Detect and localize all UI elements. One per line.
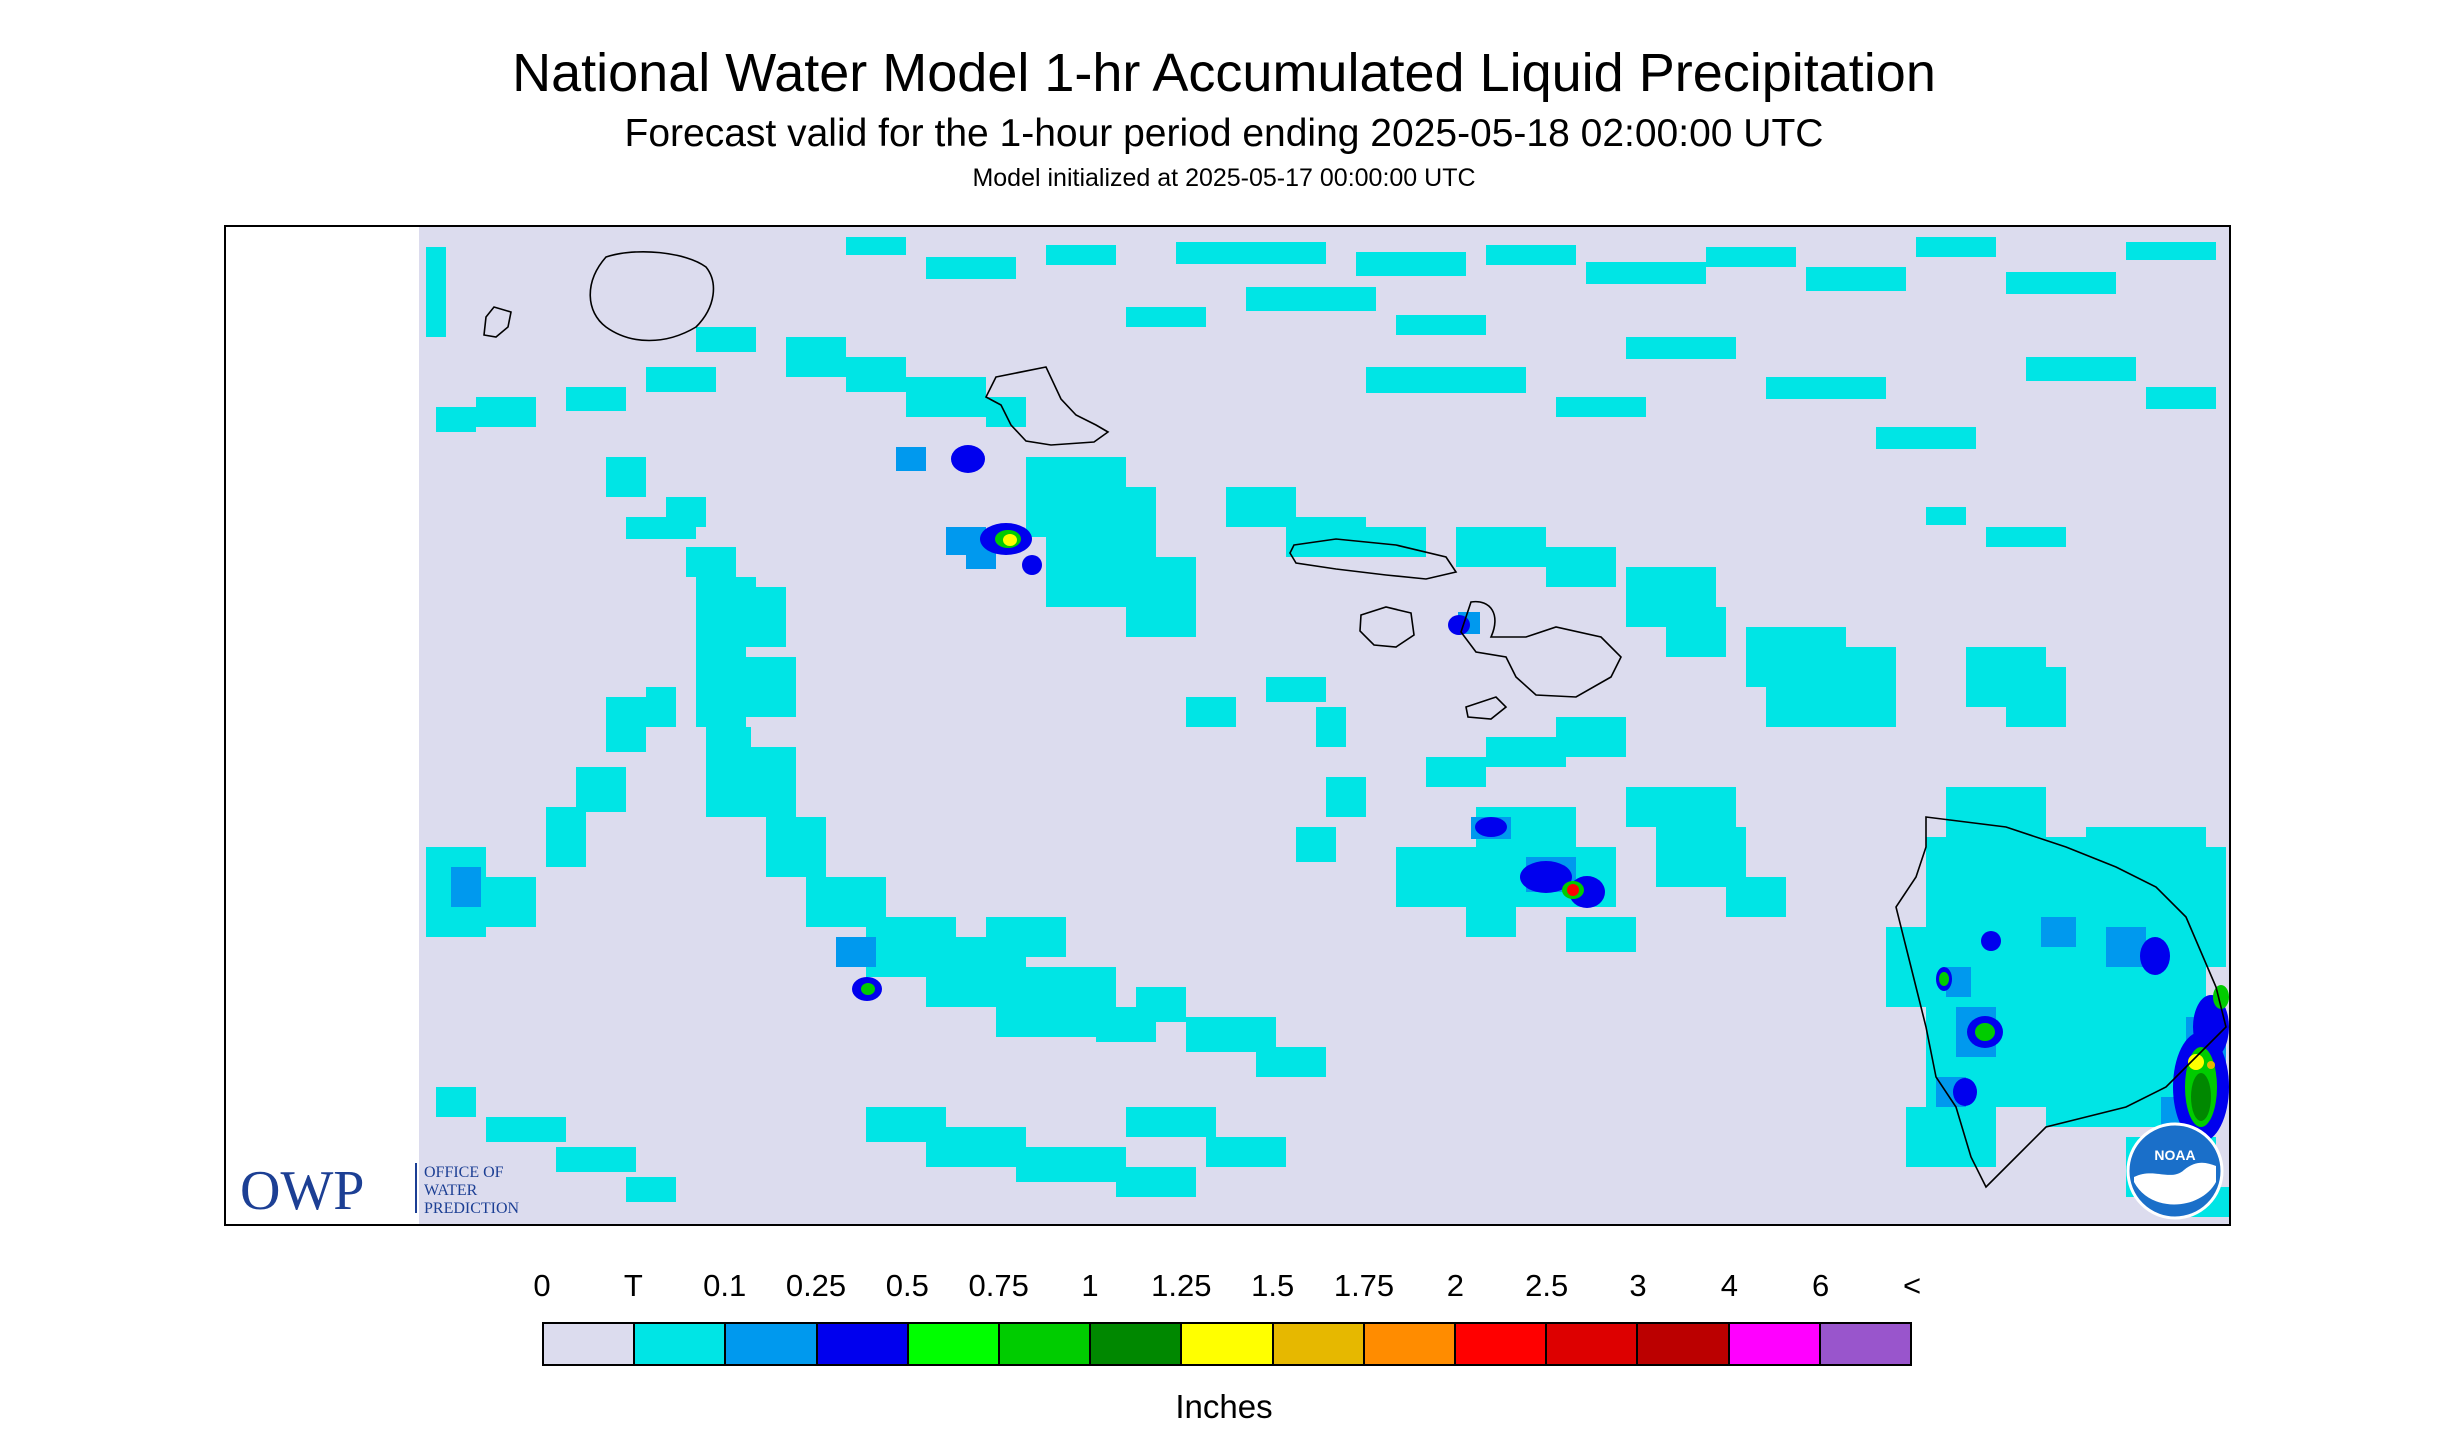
legend-swatch: [1729, 1324, 1821, 1364]
kahoolawe-outline: [1465, 696, 1508, 720]
legend-tick-label: 0.75: [968, 1268, 1029, 1303]
niihau-outline: [483, 306, 512, 338]
coastline-outlines: [483, 251, 2227, 1189]
legend-swatch: [1364, 1324, 1457, 1364]
owp-logo-text: OWP: [240, 1160, 364, 1217]
legend-swatch: [726, 1324, 818, 1364]
maui-outline: [1460, 600, 1622, 698]
noaa-logo-text: NOAA: [2154, 1147, 2195, 1163]
legend-swatch: [1000, 1324, 1092, 1364]
legend-swatch: [1820, 1324, 1911, 1364]
model-init-line: Model initialized at 2025-05-17 00:00:00…: [972, 164, 1476, 192]
legend-tick-label: 2: [1446, 1268, 1464, 1303]
owp-logo: OWP OFFICE OF WATER PREDICTION: [240, 1160, 520, 1217]
legend-swatch: [908, 1324, 1001, 1364]
legend-swatch: [1273, 1324, 1365, 1364]
legend-tick-label: 6: [1812, 1268, 1830, 1303]
legend-tick-label: 1: [1081, 1268, 1099, 1303]
legend-colorbar: [542, 1322, 1912, 1366]
chart-subtitle: Forecast valid for the 1-hour period end…: [624, 112, 1824, 155]
legend-tick-label: 1.5: [1251, 1268, 1295, 1303]
legend-tick-label: 0.25: [785, 1268, 847, 1303]
lanai-outline: [1359, 606, 1415, 648]
legend-tick-label: 2.5: [1525, 1268, 1569, 1303]
hawaii-outline: [1895, 816, 2227, 1189]
noaa-logo: NOAA: [2126, 1122, 2224, 1220]
precipitation-map: [419, 227, 2229, 1224]
map-panel: OWP OFFICE OF WATER PREDICTION NOAA: [224, 225, 2231, 1226]
legend-swatch: [1638, 1324, 1730, 1364]
legend-swatch: [1091, 1324, 1183, 1364]
kauai-outline: [589, 251, 715, 342]
legend-tick-label: T: [623, 1268, 643, 1303]
legend-swatch: [1182, 1324, 1274, 1364]
chart-title: National Water Model 1-hr Accumulated Li…: [512, 43, 1936, 103]
legend-tick-label: 1.25: [1151, 1268, 1212, 1303]
legend-tick-label: 0.5: [885, 1268, 929, 1303]
legend-tick-label: 4: [1720, 1268, 1738, 1303]
owp-line-2: WATER: [424, 1182, 478, 1199]
legend-swatch: [1456, 1324, 1548, 1364]
legend-swatch: [635, 1324, 727, 1364]
legend-swatch: [1547, 1324, 1639, 1364]
legend-unit-label: Inches: [1175, 1388, 1273, 1425]
oahu-outline: [984, 366, 1110, 446]
owp-line-1: OFFICE OF: [424, 1164, 504, 1181]
legend-tick-label: 0.1: [703, 1268, 747, 1303]
precip-trace-areas: [426, 237, 2229, 1217]
legend-tick-label: 1.75: [1333, 1268, 1395, 1303]
molokai-outline: [1289, 538, 1458, 580]
owp-line-3: PREDICTION: [424, 1200, 520, 1217]
legend-labels: 0 T 0.1 0.25 0.5 0.75 1 1.25 1.5 1.75 2 2.5 3 4 6 <: [0, 1268, 2448, 1308]
precip-heavy-areas: [861, 530, 2229, 1127]
legend-tick-label: <: [1902, 1268, 1922, 1303]
legend-swatch: [544, 1324, 636, 1364]
legend-tick-label: 3: [1629, 1268, 1647, 1303]
legend-swatch: [817, 1324, 909, 1364]
legend-tick-label: 0: [533, 1268, 551, 1303]
